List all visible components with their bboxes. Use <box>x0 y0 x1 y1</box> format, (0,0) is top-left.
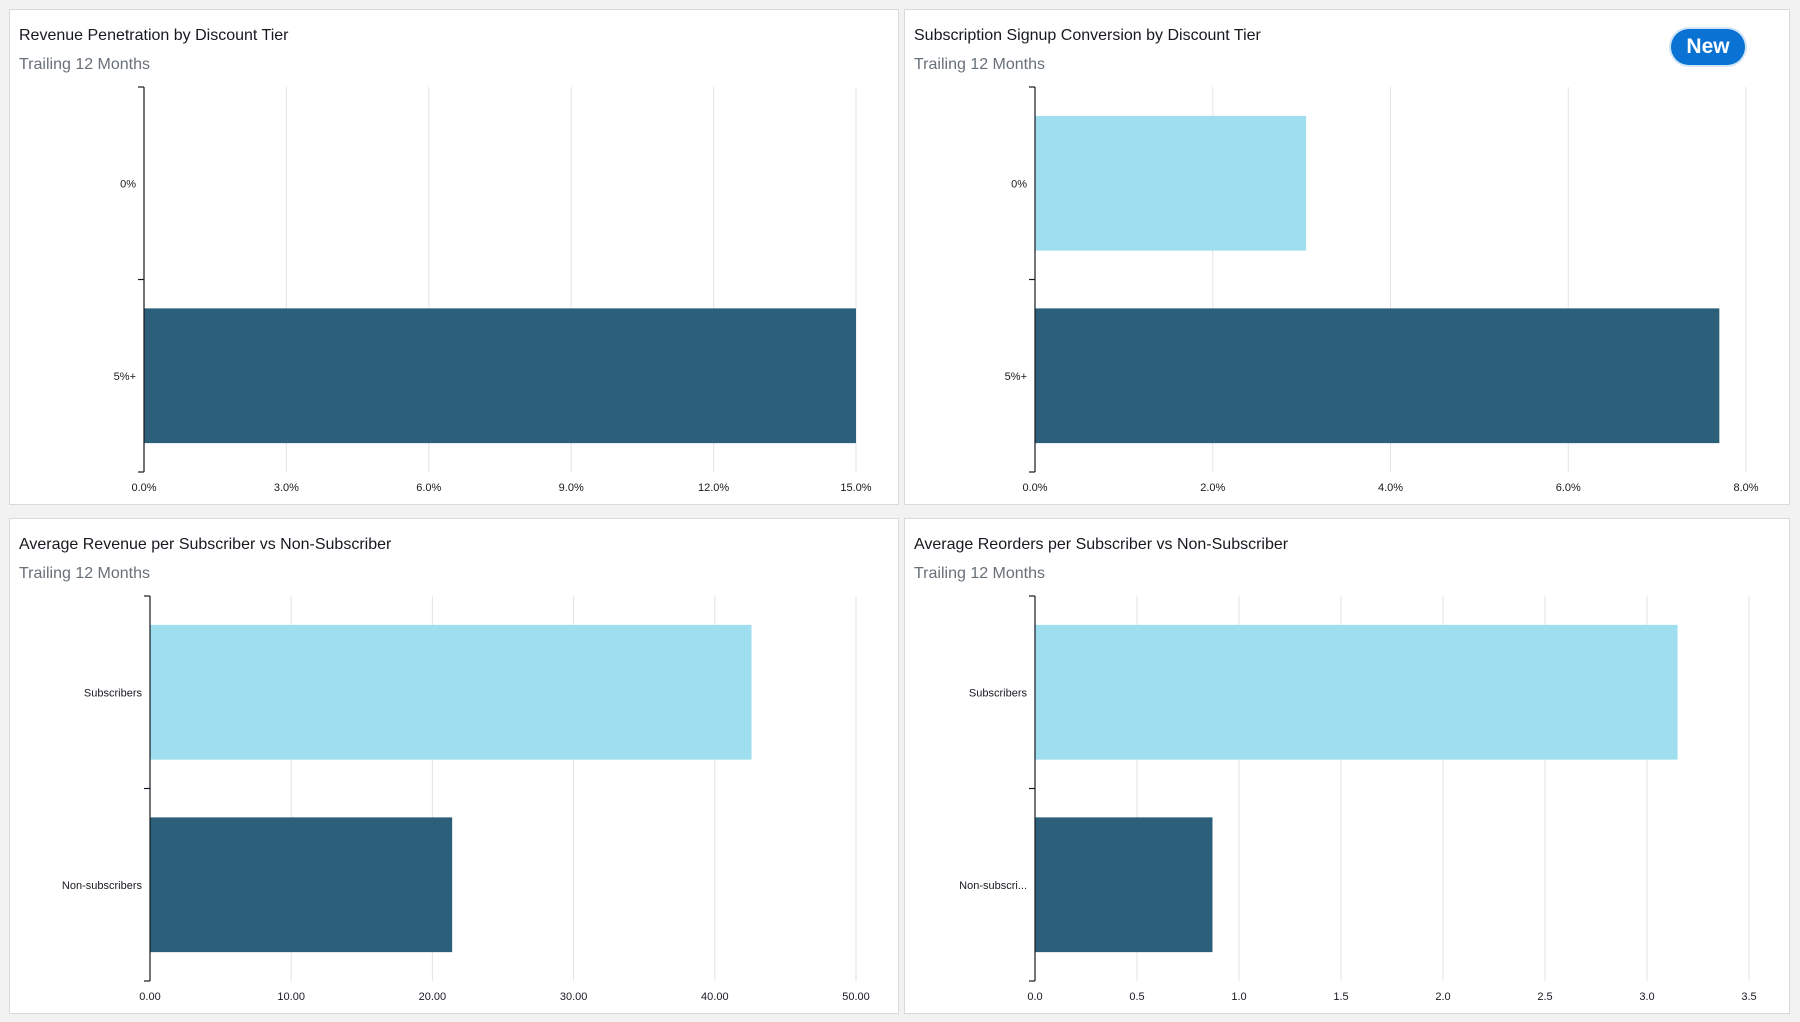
x-tick-label: 40.00 <box>701 991 729 1003</box>
category-label: 0% <box>120 178 136 190</box>
bar <box>150 817 453 953</box>
chart-panel-average-revenue: Average Revenue per Subscriber vs Non-Su… <box>9 518 899 1014</box>
x-tick-label: 2.0 <box>1435 991 1450 1003</box>
x-tick-label: 1.5 <box>1333 991 1348 1003</box>
x-tick-label: 2.5 <box>1537 991 1552 1003</box>
x-tick-label: 30.00 <box>560 991 588 1003</box>
x-tick-label: 0.00 <box>139 991 160 1003</box>
x-tick-label: 0.0% <box>131 482 156 494</box>
chart-title: Average Revenue per Subscriber vs Non-Su… <box>19 536 392 553</box>
x-tick-label: 0.0% <box>1022 482 1047 494</box>
x-tick-label: 6.0% <box>416 482 441 494</box>
x-tick-label: 9.0% <box>559 482 584 494</box>
chart-panel-revenue-penetration: Revenue Penetration by Discount Tier Tra… <box>9 9 899 505</box>
x-tick-label: 1.0 <box>1231 991 1246 1003</box>
bar-chart: 0.0 0.5 1.0 1.5 2.0 2.5 3.0 3.5 Subscribers Non-s… <box>959 595 1757 1003</box>
category-label: 5%+ <box>114 371 136 383</box>
bar <box>1035 624 1678 760</box>
category-label: Subscribers <box>969 687 1028 699</box>
category-label: Non-subscribers <box>62 880 143 892</box>
x-tick-label: 4.0% <box>1378 482 1403 494</box>
x-tick-label: 10.00 <box>277 991 305 1003</box>
chart-title: Revenue Penetration by Discount Tier <box>19 27 289 44</box>
bar <box>144 308 856 444</box>
bar <box>1035 115 1307 251</box>
x-tick-label: 12.0% <box>698 482 729 494</box>
x-tick-label: 0.0 <box>1027 991 1042 1003</box>
x-tick-label: 2.0% <box>1200 482 1225 494</box>
bar <box>150 624 752 760</box>
bar-chart: 0.00 10.00 20.00 30.00 40.00 50.00 Subscribers… <box>62 595 870 1003</box>
chart-subtitle: Trailing 12 Months <box>914 565 1046 582</box>
x-tick-label: 3.0% <box>274 482 299 494</box>
chart-panel-average-reorders: Average Reorders per Subscriber vs Non-S… <box>904 518 1790 1014</box>
bar <box>1035 308 1720 444</box>
chart-title: Subscription Signup Conversion by Discou… <box>914 27 1261 44</box>
x-tick-label: 50.00 <box>842 991 870 1003</box>
chart-title: Average Reorders per Subscriber vs Non-S… <box>914 536 1289 553</box>
category-label: Non-subscri... <box>959 880 1027 892</box>
bar-chart: 0.0% 2.0% 4.0% 6.0% 8.0% 0% 5%+ <box>1005 86 1759 494</box>
bar <box>1035 817 1213 953</box>
x-tick-label: 3.5 <box>1741 991 1756 1003</box>
x-tick-label: 20.00 <box>419 991 447 1003</box>
category-label: 5%+ <box>1005 371 1027 383</box>
x-tick-label: 3.0 <box>1639 991 1654 1003</box>
chart-subtitle: Trailing 12 Months <box>19 56 151 73</box>
x-tick-label: 15.0% <box>840 482 871 494</box>
category-label: Subscribers <box>84 687 143 699</box>
chart-subtitle: Trailing 12 Months <box>19 565 151 582</box>
category-label: 0% <box>1011 178 1027 190</box>
x-tick-label: 0.5 <box>1129 991 1144 1003</box>
chart-subtitle: Trailing 12 Months <box>914 56 1046 73</box>
bar-chart: 0.0% 3.0% 6.0% 9.0% 12.0% 15.0% 0% 5%+ <box>114 86 872 494</box>
x-tick-label: 6.0% <box>1556 482 1581 494</box>
new-badge[interactable]: New <box>1671 29 1745 65</box>
chart-panel-subscription-conversion: Subscription Signup Conversion by Discou… <box>904 9 1790 505</box>
x-tick-label: 8.0% <box>1733 482 1758 494</box>
